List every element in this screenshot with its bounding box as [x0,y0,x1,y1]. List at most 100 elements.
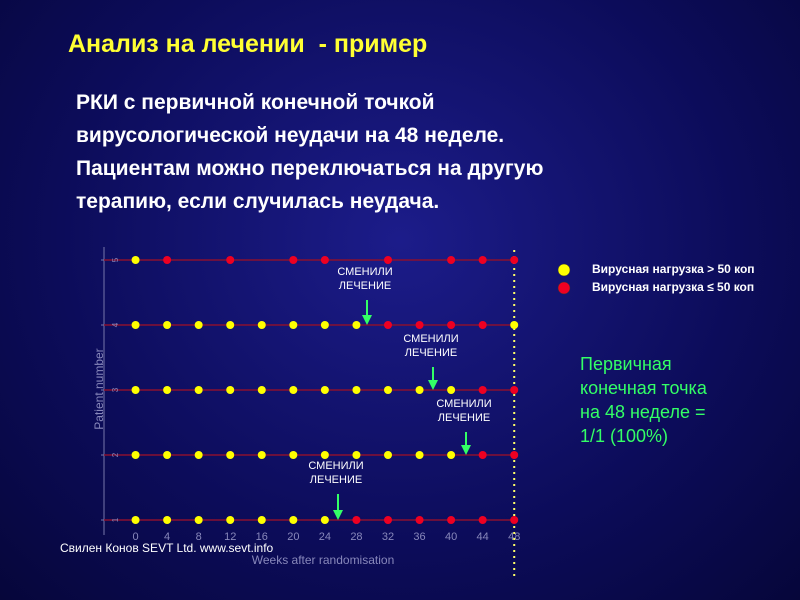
data-point [163,386,172,394]
data-point [320,386,329,394]
x-tick-label: 24 [319,531,331,543]
arrow-head [428,380,438,390]
x-tick-label: 4 [164,531,170,543]
data-point [194,321,203,329]
annotation-text: СМЕНИЛИ ЛЕЧЕНИЕ [308,460,363,486]
legend-label: Вирусная нагрузка ≤ 50 коп [592,280,754,294]
body-line: Пациентам можно переключаться на другую [76,157,544,180]
data-point [257,386,266,394]
data-point [289,321,298,329]
data-point [415,516,424,524]
x-tick-label: 28 [350,531,362,543]
data-point [257,321,266,329]
slide-title: Анализ на лечении - пример [68,30,428,58]
x-tick-label: 44 [477,531,489,543]
y-tick-label: 5 [111,257,120,262]
data-point [194,516,203,524]
arrow-head [461,445,471,455]
data-point [226,516,235,524]
result-text: Первичная конечная точка на 48 неделе = 1/1… [580,352,707,448]
annotation: СМЕНИЛИ ЛЕЧЕНИЕ [337,266,393,325]
x-tick-label: 20 [287,531,299,543]
x-tick-label: 16 [256,531,268,543]
data-point [163,451,172,459]
x-tick-label: 0 [132,531,138,543]
y-tick-label: 1 [111,517,120,522]
data-point [163,516,172,524]
y-tick-label: 3 [111,387,120,392]
data-point [163,256,172,264]
annotation: СМЕНИЛИ ЛЕЧЕНИЕ [403,333,459,390]
data-point [131,321,140,329]
data-point [289,386,298,394]
annotation: СМЕНИЛИ ЛЕЧЕНИЕ [308,460,364,520]
data-point [447,321,456,329]
legend-marker [557,281,571,295]
result-line: Первичная [580,354,672,374]
result-line: 1/1 (100%) [580,426,669,446]
y-tick-label: 2 [111,452,120,457]
data-point [447,516,456,524]
body-line: вирусологической неудачи на 48 неделе. [76,124,505,147]
body-line: РКИ с первичной конечной точкой [76,91,435,114]
data-point [384,256,392,264]
legend-marker [557,263,571,277]
data-point [447,451,456,459]
data-point [131,451,140,459]
data-point [510,256,519,264]
x-tick-label: 36 [413,531,425,543]
data-point [447,386,456,394]
data-point [478,516,487,524]
x-tick-label: 12 [224,531,236,543]
data-point [352,451,361,459]
arrow-head [333,510,343,520]
data-point [510,321,519,329]
data-point [320,451,329,459]
body-text: РКИ с первичной конечной точкой вирусолог… [76,86,543,218]
annotation-text: СМЕНИЛИ ЛЕЧЕНИЕ [403,333,458,359]
data-point [478,451,487,459]
data-point [289,516,298,524]
result-line: на 48 неделе = [580,402,706,422]
data-point [384,516,392,524]
data-point [510,516,519,524]
annotation: СМЕНИЛИ ЛЕЧЕНИЕ [436,398,492,455]
legend-label: Вирусная нагрузка > 50 коп [592,262,755,276]
data-point [131,256,140,264]
data-point [320,321,329,329]
y-tick-label: 4 [111,322,120,327]
data-point [478,256,487,264]
data-point [226,321,235,329]
data-point [226,386,235,394]
data-point [447,256,456,264]
x-tick-label: 40 [445,531,457,543]
data-point [320,516,329,524]
x-tick-label: 48 [508,531,520,543]
data-point [415,451,424,459]
data-point [289,451,298,459]
x-tick-label: 32 [382,531,394,543]
data-point [131,386,140,394]
data-point [478,386,487,394]
data-point [257,516,266,524]
body-line: терапию, если случилась неудача. [76,190,440,213]
data-point [384,321,392,329]
data-point [478,321,487,329]
data-point [352,516,361,524]
data-point [320,256,329,264]
data-point [510,451,519,459]
data-point [384,451,392,459]
data-point [226,451,235,459]
x-tick-label: 8 [196,531,202,543]
data-point [510,386,519,394]
data-point [163,321,172,329]
data-point [289,256,298,264]
arrow-head [362,315,372,325]
x-axis-label: Weeks after randomisation [252,553,395,567]
result-line: конечная точка [580,378,707,398]
data-point [352,386,361,394]
data-point [194,386,203,394]
annotation-text: СМЕНИЛИ ЛЕЧЕНИЕ [337,266,392,292]
